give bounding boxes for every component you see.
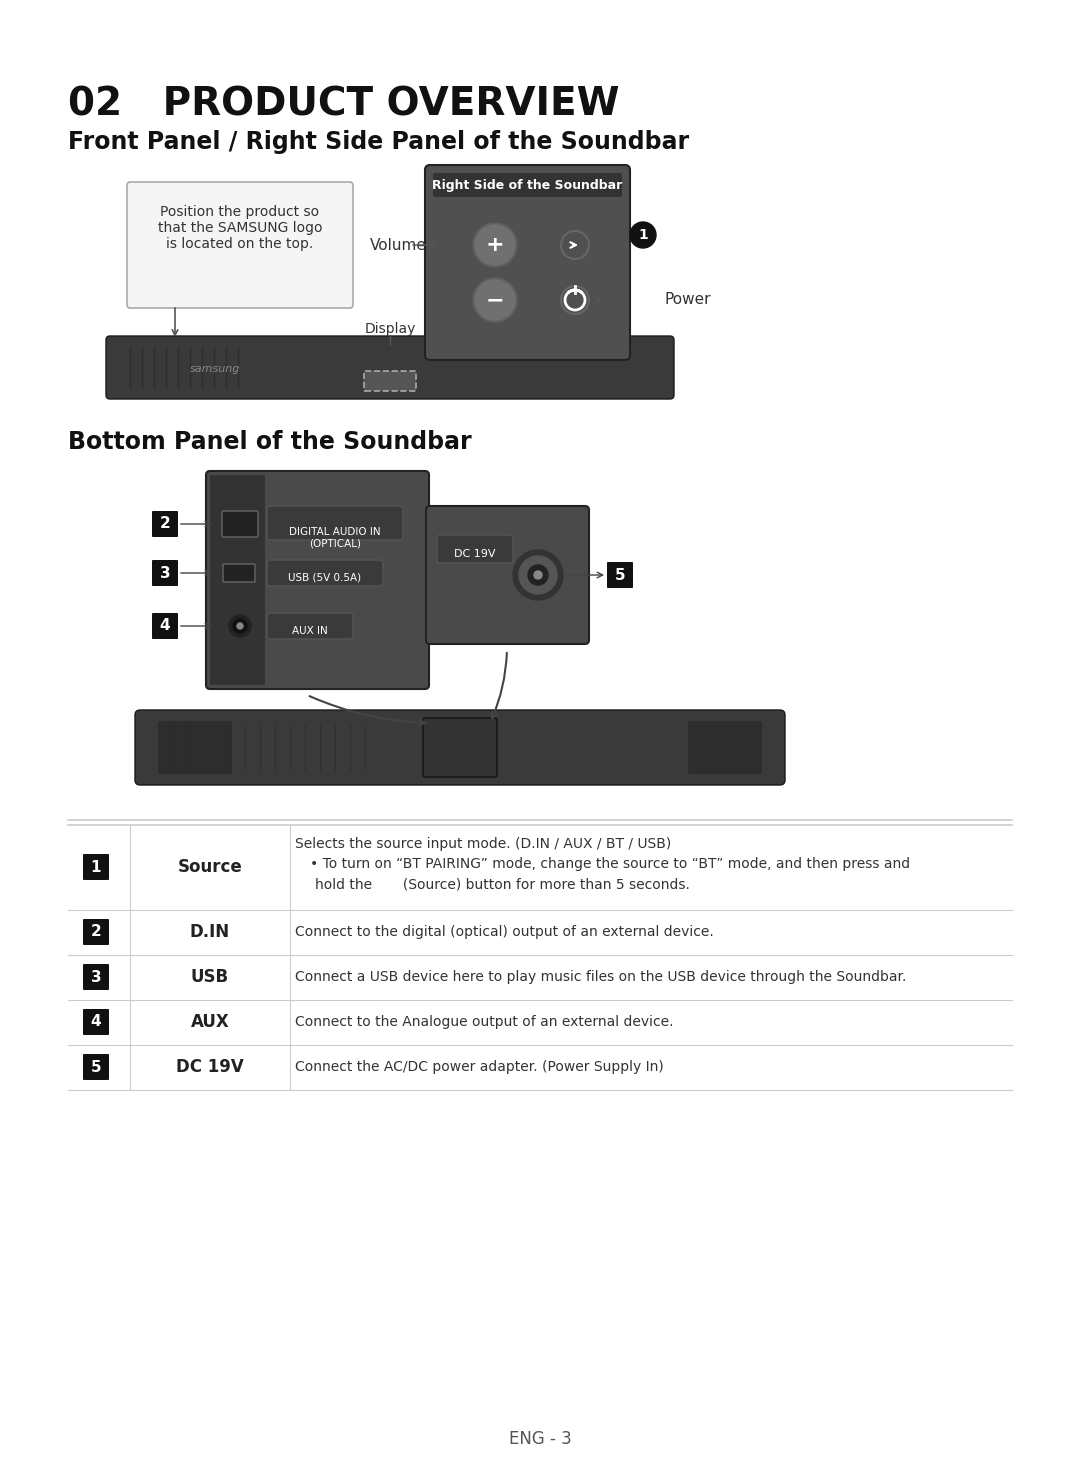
- Text: Bottom Panel of the Soundbar: Bottom Panel of the Soundbar: [68, 430, 472, 454]
- Text: Position the product so
that the SAMSUNG logo
is located on the top.: Position the product so that the SAMSUNG…: [158, 206, 322, 251]
- Text: D.IN: D.IN: [190, 923, 230, 941]
- FancyBboxPatch shape: [83, 964, 109, 989]
- Circle shape: [557, 226, 593, 263]
- Text: DC 19V: DC 19V: [176, 1057, 244, 1077]
- Text: Connect to the digital (optical) output of an external device.: Connect to the digital (optical) output …: [295, 924, 714, 939]
- FancyBboxPatch shape: [83, 918, 109, 945]
- FancyBboxPatch shape: [267, 612, 353, 639]
- Text: • To turn on “BT PAIRING” mode, change the source to “BT” mode, and then press a: • To turn on “BT PAIRING” mode, change t…: [310, 856, 910, 871]
- Text: samsung: samsung: [190, 364, 241, 374]
- Circle shape: [630, 222, 656, 248]
- Text: 2: 2: [160, 516, 171, 531]
- Text: Right Side of the Soundbar: Right Side of the Soundbar: [432, 179, 623, 191]
- Text: DIGITAL AUDIO IN
(OPTICAL): DIGITAL AUDIO IN (OPTICAL): [289, 527, 381, 549]
- FancyBboxPatch shape: [433, 173, 622, 197]
- Text: DC 19V: DC 19V: [455, 549, 496, 559]
- FancyBboxPatch shape: [127, 182, 353, 308]
- Text: AUX IN: AUX IN: [292, 626, 328, 636]
- FancyBboxPatch shape: [688, 720, 762, 774]
- Text: Connect the AC/DC power adapter. (Power Supply In): Connect the AC/DC power adapter. (Power …: [295, 1060, 664, 1074]
- Text: 2: 2: [91, 924, 102, 939]
- Text: AUX: AUX: [191, 1013, 229, 1031]
- Text: 02   PRODUCT OVERVIEW: 02 PRODUCT OVERVIEW: [68, 84, 620, 123]
- FancyBboxPatch shape: [152, 561, 178, 586]
- Text: 5: 5: [615, 568, 625, 583]
- Circle shape: [475, 225, 515, 265]
- Text: Selects the source input mode. (D.IN / AUX / BT / USB): Selects the source input mode. (D.IN / A…: [295, 837, 672, 850]
- FancyBboxPatch shape: [206, 470, 429, 689]
- FancyBboxPatch shape: [83, 1009, 109, 1035]
- FancyBboxPatch shape: [222, 512, 258, 537]
- Text: 5: 5: [91, 1059, 102, 1075]
- Circle shape: [528, 565, 548, 586]
- Text: Display: Display: [364, 322, 416, 336]
- FancyBboxPatch shape: [83, 1055, 109, 1080]
- FancyBboxPatch shape: [222, 563, 255, 583]
- FancyBboxPatch shape: [135, 710, 785, 785]
- Text: Connect to the Analogue output of an external device.: Connect to the Analogue output of an ext…: [295, 1015, 674, 1029]
- FancyBboxPatch shape: [267, 561, 383, 586]
- Text: 4: 4: [160, 618, 171, 633]
- Text: USB (5V 0.5A): USB (5V 0.5A): [288, 572, 362, 583]
- Circle shape: [475, 280, 515, 319]
- Text: hold the       (Source) button for more than 5 seconds.: hold the (Source) button for more than 5…: [315, 877, 690, 890]
- Circle shape: [473, 223, 517, 268]
- Text: −: −: [486, 290, 504, 311]
- Text: 1: 1: [91, 859, 102, 874]
- FancyBboxPatch shape: [152, 512, 178, 537]
- FancyBboxPatch shape: [364, 371, 416, 390]
- FancyBboxPatch shape: [158, 720, 232, 774]
- Circle shape: [513, 550, 563, 600]
- Text: 4: 4: [91, 1015, 102, 1029]
- FancyBboxPatch shape: [423, 717, 497, 776]
- Text: Power: Power: [665, 293, 712, 308]
- FancyBboxPatch shape: [106, 336, 674, 399]
- Text: 3: 3: [160, 565, 171, 580]
- Circle shape: [229, 615, 251, 637]
- FancyBboxPatch shape: [83, 853, 109, 880]
- Circle shape: [519, 556, 557, 595]
- FancyBboxPatch shape: [426, 506, 589, 643]
- FancyBboxPatch shape: [437, 535, 513, 563]
- FancyBboxPatch shape: [267, 506, 403, 540]
- FancyBboxPatch shape: [607, 562, 633, 589]
- Circle shape: [534, 571, 542, 578]
- Text: Volume: Volume: [370, 238, 427, 253]
- Text: 1: 1: [638, 228, 648, 243]
- Circle shape: [557, 282, 593, 318]
- FancyBboxPatch shape: [152, 612, 178, 639]
- Circle shape: [473, 278, 517, 322]
- Text: Front Panel / Right Side Panel of the Soundbar: Front Panel / Right Side Panel of the So…: [68, 130, 689, 154]
- Text: Connect a USB device here to play music files on the USB device through the Soun: Connect a USB device here to play music …: [295, 970, 906, 984]
- Text: USB: USB: [191, 967, 229, 986]
- Text: Source: Source: [177, 858, 242, 876]
- Circle shape: [237, 623, 243, 629]
- Text: +: +: [486, 235, 504, 254]
- Text: ENG - 3: ENG - 3: [509, 1430, 571, 1448]
- Circle shape: [233, 620, 247, 633]
- FancyBboxPatch shape: [210, 475, 265, 685]
- Text: 3: 3: [91, 970, 102, 985]
- FancyBboxPatch shape: [426, 166, 630, 359]
